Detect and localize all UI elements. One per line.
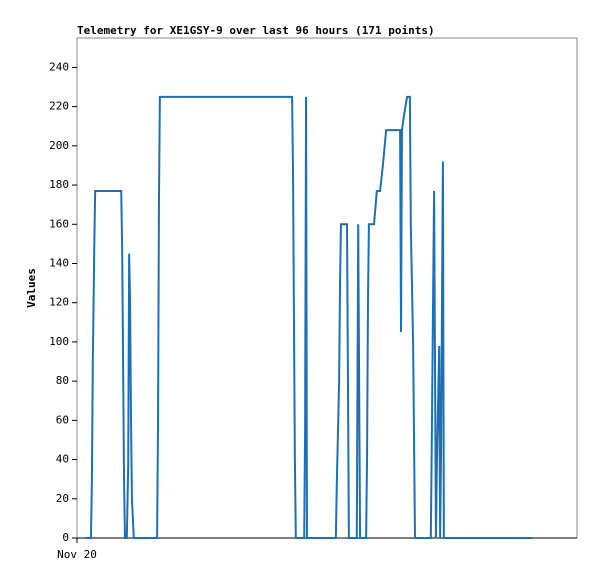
y-axis-label: Values [25, 268, 38, 308]
y-tick-label: 140 [49, 256, 69, 269]
x-tick-label: Nov 20 [57, 548, 97, 561]
plot-frame [76, 37, 578, 539]
chart-title: Telemetry for XE1GSY-9 over last 96 hour… [77, 24, 435, 37]
y-tick-label: 160 [49, 217, 69, 230]
y-tick-label: 40 [56, 453, 69, 466]
y-tick-label: 0 [62, 531, 69, 544]
y-tick-label: 120 [49, 296, 69, 309]
data-line [84, 95, 532, 539]
y-tick-label: 80 [56, 374, 69, 387]
y-tick-label: 220 [49, 100, 69, 113]
y-tick-label: 100 [49, 335, 69, 348]
y-tick-label: 240 [49, 60, 69, 73]
y-tick-label: 20 [56, 492, 69, 505]
y-tick-label: 200 [49, 139, 69, 152]
y-tick-label: 60 [56, 413, 69, 426]
y-tick-label: 180 [49, 178, 69, 191]
